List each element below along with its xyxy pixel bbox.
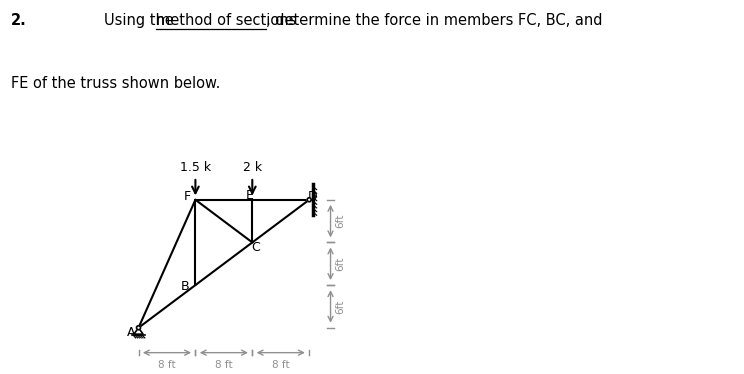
Text: 8 ft: 8 ft	[215, 361, 233, 371]
Text: C: C	[251, 241, 260, 254]
Text: 2 k: 2 k	[243, 161, 262, 174]
Text: , determine the force in members FC, BC, and: , determine the force in members FC, BC,…	[266, 13, 603, 28]
Text: 6ft: 6ft	[335, 214, 344, 228]
Text: Using the: Using the	[104, 13, 179, 28]
Text: B: B	[181, 280, 190, 293]
Text: A: A	[126, 325, 135, 338]
Text: 2.: 2.	[11, 13, 27, 28]
Text: D: D	[308, 190, 318, 203]
Text: FE of the truss shown below.: FE of the truss shown below.	[11, 76, 220, 91]
Text: E: E	[246, 189, 254, 202]
Text: 6ft: 6ft	[335, 299, 344, 314]
Circle shape	[136, 326, 141, 330]
Text: 1.5 k: 1.5 k	[180, 161, 211, 174]
Text: F: F	[184, 190, 191, 203]
Text: 8 ft: 8 ft	[272, 361, 289, 371]
Circle shape	[307, 198, 311, 202]
Text: 6ft: 6ft	[335, 257, 344, 271]
Text: method of sections: method of sections	[156, 13, 297, 28]
Text: 8 ft: 8 ft	[158, 361, 176, 371]
